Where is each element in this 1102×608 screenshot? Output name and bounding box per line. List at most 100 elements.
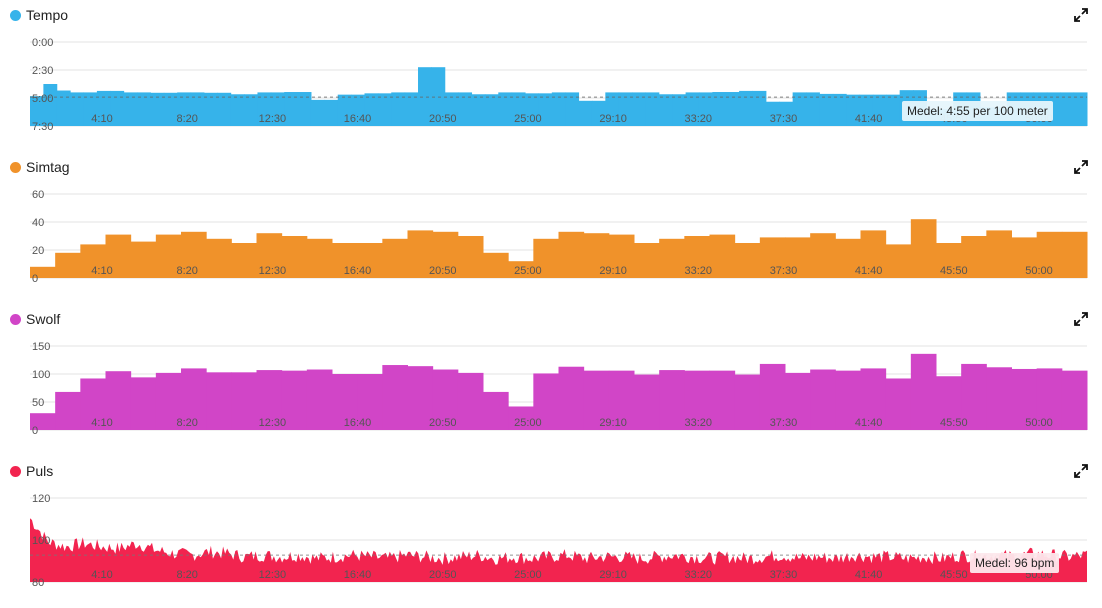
data-bar xyxy=(785,237,811,278)
data-bar xyxy=(986,230,1012,278)
data-bar xyxy=(281,370,308,430)
data-bar xyxy=(860,368,887,430)
tempo-header: Tempo xyxy=(10,6,68,24)
tempo-average-badge: Medel: 4:55 per 100 meter xyxy=(902,101,1053,121)
data-bar xyxy=(565,92,580,126)
data-bar xyxy=(458,92,473,126)
data-bar xyxy=(55,252,81,278)
data-bar xyxy=(605,92,620,126)
data-bar xyxy=(1036,368,1063,430)
data-bar xyxy=(583,233,610,278)
data-bar xyxy=(709,234,736,278)
swolf-header: Swolf xyxy=(10,310,60,328)
data-bar xyxy=(608,234,635,278)
data-bar xyxy=(659,238,685,278)
x-tick-label: 33:20 xyxy=(685,417,713,429)
data-bar xyxy=(832,93,847,126)
data-bar xyxy=(55,391,81,430)
data-bar xyxy=(418,67,432,126)
data-bar xyxy=(591,100,606,126)
x-tick-label: 8:20 xyxy=(176,265,197,277)
tempo-title: Tempo xyxy=(26,7,69,23)
data-bar xyxy=(645,92,660,126)
data-bar xyxy=(709,370,736,430)
data-bar xyxy=(551,92,566,126)
data-bar xyxy=(872,94,887,126)
data-bar xyxy=(835,370,861,430)
data-bar xyxy=(332,374,358,430)
x-tick-label: 37:30 xyxy=(770,265,798,277)
data-bar xyxy=(203,92,218,126)
data-bar xyxy=(404,92,419,126)
data-bar xyxy=(471,94,486,126)
data-bar xyxy=(70,92,85,126)
data-bar xyxy=(177,92,192,126)
x-tick-label: 50:00 xyxy=(1025,417,1053,429)
data-bar xyxy=(483,391,509,430)
y-tick-label: 60 xyxy=(32,189,44,201)
data-bar xyxy=(498,92,513,126)
data-bar xyxy=(80,378,106,430)
x-tick-label: 29:10 xyxy=(599,113,627,125)
expand-arrows-icon[interactable] xyxy=(1074,8,1088,22)
data-bar xyxy=(217,92,232,126)
x-tick-label: 8:20 xyxy=(176,417,197,429)
x-tick-label: 16:40 xyxy=(344,569,372,581)
expand-arrows-icon[interactable] xyxy=(1074,464,1088,478)
data-bar xyxy=(1011,368,1038,430)
data-bar xyxy=(432,369,459,430)
data-bar xyxy=(792,92,807,126)
puls-header: Puls xyxy=(10,462,53,480)
data-bar xyxy=(377,93,392,126)
x-tick-label: 16:40 xyxy=(344,417,372,429)
y-tick-label: 0:00 xyxy=(32,37,53,49)
data-bar xyxy=(407,230,434,278)
x-tick-label: 50:00 xyxy=(1025,265,1053,277)
data-bar xyxy=(30,96,44,126)
data-bar xyxy=(508,261,534,278)
data-bar xyxy=(181,368,207,430)
data-bar xyxy=(80,244,106,278)
data-bar xyxy=(759,363,786,430)
expand-arrows-icon[interactable] xyxy=(1074,312,1088,326)
data-bar xyxy=(256,233,283,278)
x-tick-label: 29:10 xyxy=(599,417,627,429)
data-bar xyxy=(578,100,593,126)
data-bar xyxy=(910,219,937,278)
data-bar xyxy=(137,92,151,126)
simtag-dot-icon xyxy=(10,161,21,173)
data-bar xyxy=(810,233,836,278)
data-bar xyxy=(734,243,761,278)
data-bar xyxy=(297,92,312,126)
x-tick-label: 41:40 xyxy=(855,417,883,429)
data-bar xyxy=(190,92,205,126)
x-tick-label: 20:50 xyxy=(429,569,457,581)
data-bar xyxy=(583,370,610,430)
y-tick-label: 40 xyxy=(32,217,44,229)
data-bar xyxy=(155,234,182,278)
data-bar xyxy=(819,93,834,126)
data-bar xyxy=(310,99,325,126)
data-bar xyxy=(181,231,207,278)
x-tick-label: 33:20 xyxy=(685,265,713,277)
data-bar xyxy=(734,374,761,430)
y-tick-label: 150 xyxy=(32,341,50,353)
y-tick-label: 0 xyxy=(32,273,38,285)
x-tick-label: 20:50 xyxy=(429,113,457,125)
data-bar xyxy=(725,92,740,126)
data-bar xyxy=(155,372,182,430)
data-bar xyxy=(257,92,272,126)
data-bar xyxy=(533,238,559,278)
data-bar xyxy=(558,366,585,430)
data-bar xyxy=(407,366,434,430)
expand-arrows-icon[interactable] xyxy=(1074,160,1088,174)
data-bar xyxy=(712,92,727,126)
x-tick-label: 41:40 xyxy=(855,113,883,125)
x-tick-label: 25:00 xyxy=(514,265,542,277)
x-tick-label: 37:30 xyxy=(770,417,798,429)
data-bar xyxy=(1073,92,1088,126)
data-bar xyxy=(391,92,406,126)
data-bar xyxy=(457,372,484,430)
puls-average-badge: Medel: 96 bpm xyxy=(970,553,1060,573)
data-bar xyxy=(508,406,534,430)
